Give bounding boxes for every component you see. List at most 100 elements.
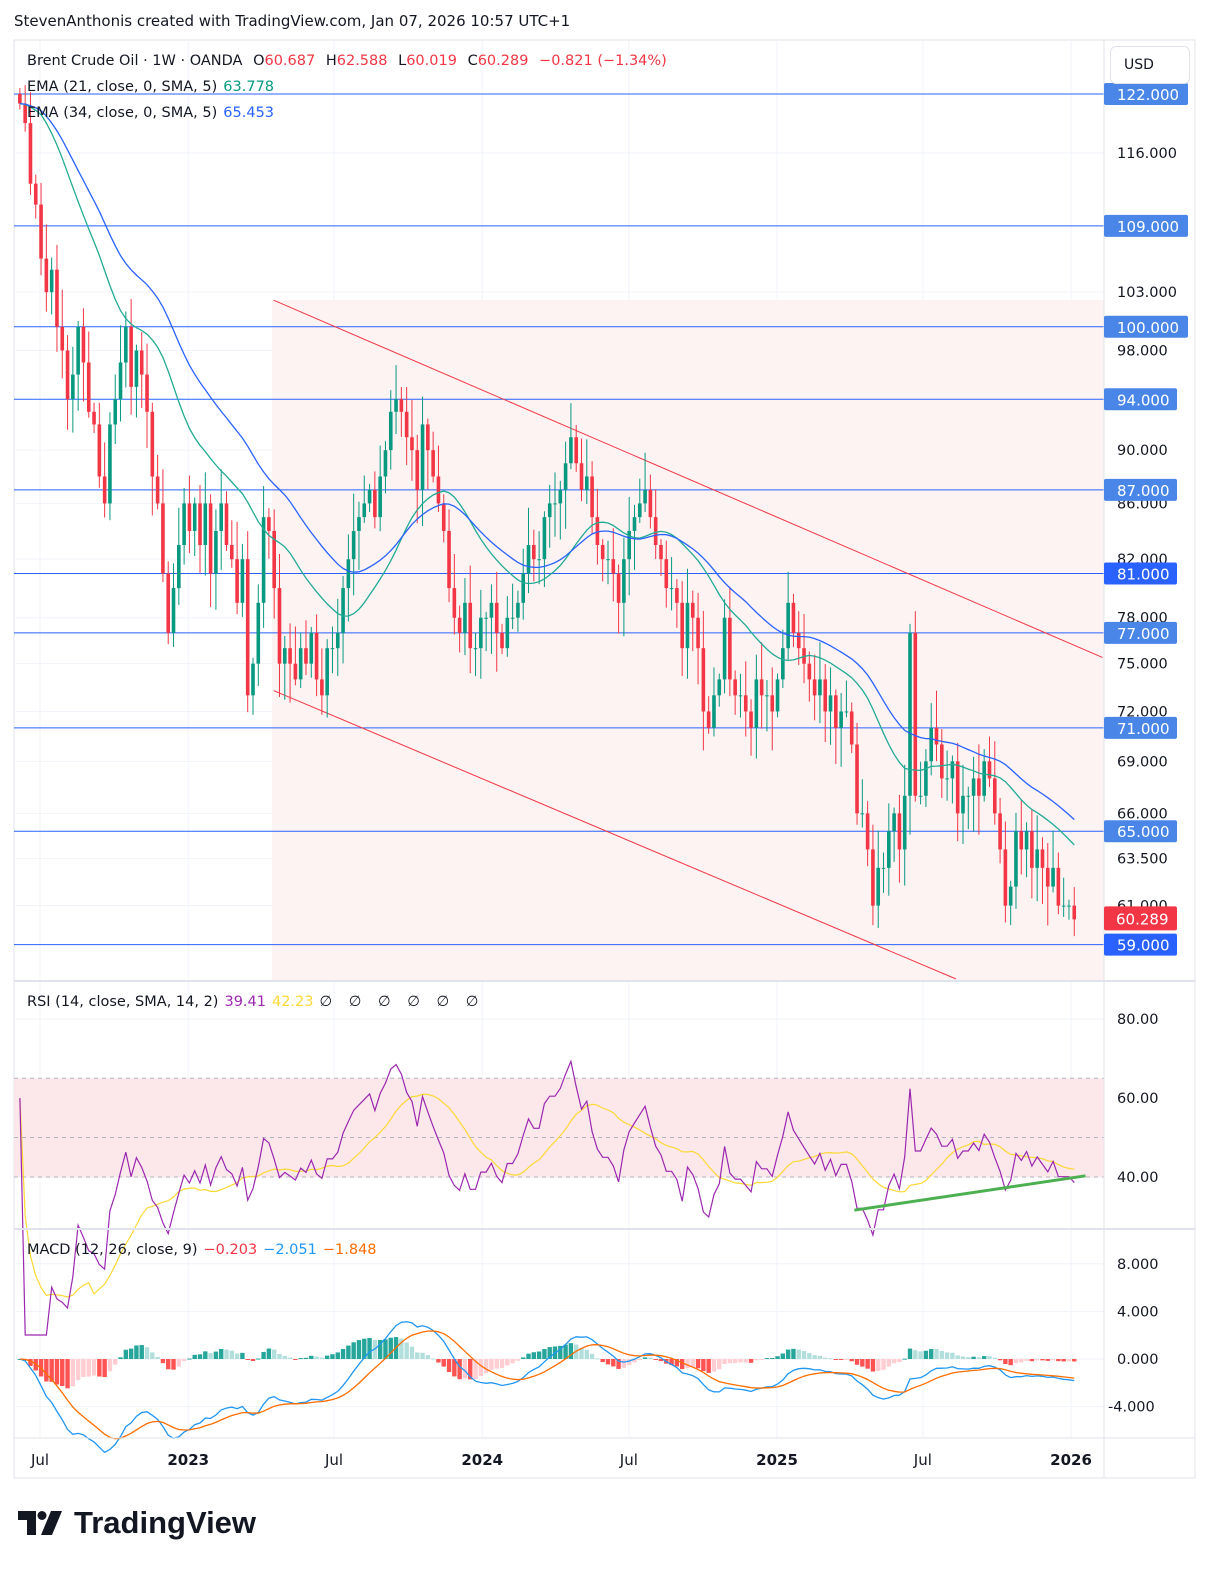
macd-histogram-bar <box>870 1359 876 1372</box>
candle-body <box>749 711 753 728</box>
level-price-label-bg <box>1104 933 1177 956</box>
candle-body <box>781 648 785 680</box>
macd-histogram-bar <box>70 1359 76 1387</box>
price-tick-label: 72.000 <box>1117 704 1168 720</box>
macd-histogram-bar <box>367 1337 372 1359</box>
candle-body <box>198 503 202 545</box>
macd-histogram-bar <box>801 1351 807 1359</box>
candle-body <box>155 476 160 504</box>
price-tick-label: 66.000 <box>1117 806 1168 822</box>
level-price-label: 109.000 <box>1117 218 1179 236</box>
candle-body <box>669 588 674 590</box>
candle-body <box>1035 849 1039 868</box>
ema21-line <box>19 102 1075 846</box>
ema21-legend[interactable]: EMA (21, close, 0, SMA, 5) 63.778 <box>27 79 280 95</box>
macd-histogram-bar <box>473 1359 478 1379</box>
macd-histogram-bar <box>913 1350 918 1359</box>
candle-body <box>812 679 817 696</box>
macd-histogram-bar <box>1072 1359 1077 1362</box>
candle-body <box>468 602 473 649</box>
macd-tick-label: 8.000 <box>1117 1257 1159 1273</box>
candle-body <box>871 849 875 906</box>
macd-histogram-bar <box>934 1349 939 1359</box>
candle-body <box>828 695 833 712</box>
rsi-legend[interactable]: RSI (14, close, SMA, 14, 2) 39.41 42.23 ∅ ∅… <box>27 994 490 1010</box>
macd-histogram-bar <box>976 1357 982 1359</box>
candle-body <box>945 778 949 780</box>
macd-histogram-bar <box>245 1359 250 1360</box>
rsi-tick-label: 40.00 <box>1117 1170 1159 1186</box>
price-tick-label: 75.000 <box>1117 657 1168 673</box>
macd-histogram-bar <box>404 1342 409 1359</box>
macd-histogram-bar <box>860 1359 865 1367</box>
candle-body <box>1051 867 1055 887</box>
candle-body <box>865 813 870 850</box>
macd-histogram-bar <box>955 1355 960 1359</box>
candle-body <box>627 530 631 560</box>
candle-body <box>728 617 732 680</box>
candle-body <box>251 663 255 696</box>
candle-body <box>786 602 790 649</box>
macd-legend[interactable]: MACD (12, 26, close, 9) −0.203 −2.051 −1.84… <box>27 1242 383 1258</box>
macd-histogram-bar <box>282 1355 287 1359</box>
candle-body <box>743 695 748 712</box>
candle-body <box>33 183 38 205</box>
candle-body <box>463 602 467 633</box>
macd-histogram-bar <box>690 1359 695 1368</box>
symbol-name[interactable]: Brent Crude Oil · 1W · OANDA <box>27 53 243 69</box>
candle-body <box>807 663 812 680</box>
candle-body <box>924 761 928 796</box>
rsi-tick-label: 80.00 <box>1117 1012 1159 1028</box>
macd-value: −2.051 <box>263 1242 317 1258</box>
ema34-legend[interactable]: EMA (34, close, 0, SMA, 5) 65.453 <box>27 105 280 121</box>
horizontal-levels <box>14 93 1104 946</box>
macd-histogram-bar <box>1034 1359 1040 1361</box>
macd-histogram-bar <box>674 1359 680 1367</box>
candle-body <box>992 778 997 814</box>
macd-histogram-bar <box>383 1339 388 1359</box>
candle-body <box>1014 831 1018 887</box>
rsi-band <box>14 1077 1104 1178</box>
macd-histogram-bar <box>139 1345 144 1359</box>
candle-body <box>791 602 796 633</box>
macd-histogram-bar <box>277 1353 282 1359</box>
price-tick-label: 90.000 <box>1117 443 1168 459</box>
macd-histogram-bar <box>701 1359 706 1372</box>
candle-body <box>320 679 324 696</box>
rsi-trendline <box>854 1174 1086 1212</box>
candle-body <box>908 632 912 796</box>
candle-body <box>378 476 382 518</box>
macd-histogram-bar <box>54 1359 60 1385</box>
candle-body <box>706 711 711 728</box>
level-price-label-bg <box>1104 562 1177 585</box>
macd-histogram-bar <box>134 1345 139 1359</box>
candle-body <box>81 326 86 363</box>
macd-histogram-bar <box>510 1359 515 1364</box>
candle-body <box>765 695 769 697</box>
level-price-label: 81.000 <box>1117 566 1170 584</box>
macd-histogram-bar <box>356 1340 362 1359</box>
macd-histogram-bar <box>1013 1359 1019 1364</box>
tradingview-logo[interactable]: TradingView <box>18 1505 256 1541</box>
level-price-label: 94.000 <box>1117 391 1170 409</box>
macd-histogram-bar <box>960 1356 966 1359</box>
currency-button[interactable]: USD <box>1110 46 1190 84</box>
candle-body <box>203 503 208 545</box>
candle-body <box>182 503 186 545</box>
macd-histogram-bar <box>415 1352 420 1359</box>
macd-histogram-bar <box>192 1354 197 1359</box>
candle-body <box>65 350 70 400</box>
macd-histogram-bar <box>743 1359 748 1363</box>
macd-histogram-bar <box>494 1359 499 1369</box>
level-price-label-bg <box>1104 820 1177 843</box>
candle-body <box>553 503 557 505</box>
change-value: −0.821 (−1.34%) <box>539 53 667 69</box>
candle-body <box>1003 849 1008 906</box>
macd-histogram-bar <box>293 1359 298 1360</box>
time-tick-label: 2026 <box>1050 1451 1092 1469</box>
macd-histogram-bar <box>60 1359 65 1387</box>
macd-histogram-bar <box>49 1359 54 1382</box>
candle-body <box>208 503 213 574</box>
macd-histogram-bar <box>785 1349 791 1359</box>
